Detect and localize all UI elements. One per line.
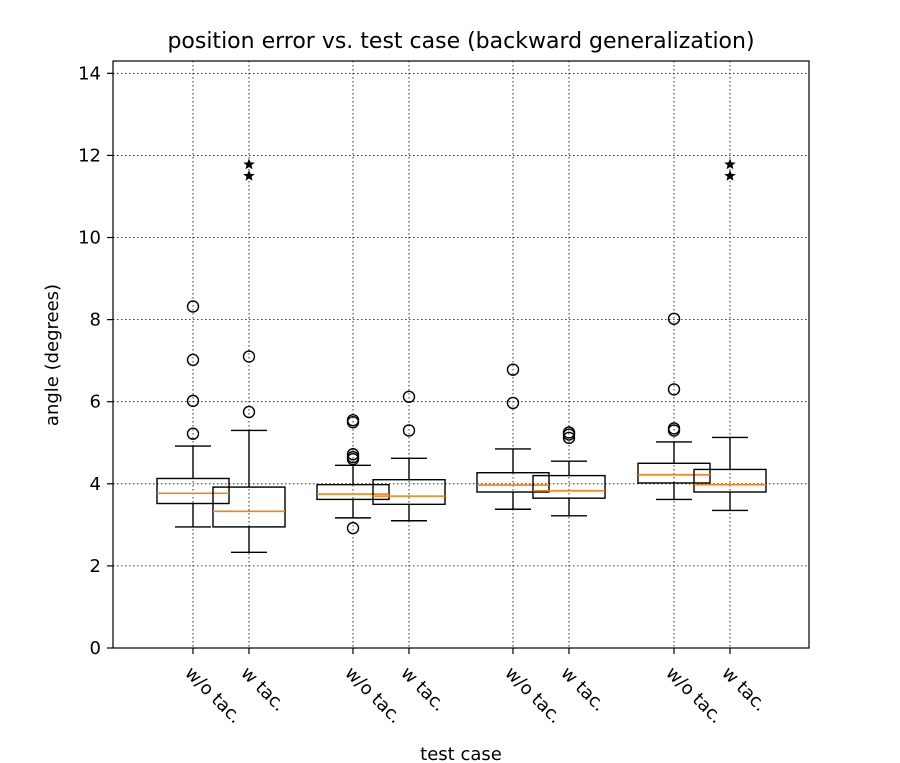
outlier-point — [667, 422, 681, 435]
star-marker — [724, 158, 736, 170]
box-group — [316, 413, 390, 535]
x-tick-label: w/o tac. — [340, 663, 405, 728]
outlier-point — [402, 390, 416, 403]
box-iqr — [372, 478, 446, 506]
x-tick-label: w/o tac. — [500, 663, 565, 728]
x-tick-label: w tac. — [236, 663, 289, 716]
outlier-point — [186, 427, 200, 440]
box-group — [532, 426, 606, 517]
x-tick-label: w/o tac. — [661, 663, 726, 728]
outlier-point — [562, 426, 576, 439]
plot-frame — [112, 60, 810, 649]
outlier-point — [402, 424, 416, 437]
outlier-point — [562, 431, 576, 445]
x-axis-label: test case — [420, 744, 502, 763]
box-group — [156, 300, 230, 528]
outlier-point — [242, 350, 256, 363]
y-tick-label: 4 — [90, 474, 101, 495]
box-iqr — [156, 477, 230, 505]
outlier-point — [186, 353, 200, 367]
outlier-point — [186, 394, 200, 408]
outlier-point — [242, 405, 256, 419]
y-tick-label: 2 — [90, 556, 101, 577]
box-iqr — [476, 472, 550, 493]
y-tick-label: 14 — [78, 63, 101, 84]
box-group — [372, 390, 446, 522]
y-tick-label: 10 — [78, 228, 101, 249]
x-tick-label: w tac. — [556, 663, 609, 716]
box-iqr — [212, 486, 286, 528]
outlier-point — [186, 300, 200, 313]
box-iqr — [316, 483, 390, 501]
star-marker — [243, 169, 255, 181]
box-iqr — [693, 468, 767, 493]
outlier-point — [506, 396, 520, 410]
outlier-point — [346, 413, 360, 427]
x-tick-label: w/o tac. — [180, 663, 245, 728]
box-iqr — [637, 462, 711, 484]
box-group — [637, 312, 711, 501]
x-axis: w/o tac.w tac. w/o tac.w tac. w/o tac.w ta… — [180, 648, 771, 728]
y-tick-label: 8 — [90, 310, 101, 331]
outlier-point — [667, 383, 681, 396]
outlier-point — [667, 312, 681, 325]
outlier-point — [346, 521, 360, 535]
y-tick-label: 6 — [90, 392, 101, 413]
box-group — [693, 436, 767, 512]
box-group — [476, 363, 550, 510]
y-axis: 0 2 4 6 8 10 12 14 — [78, 63, 113, 659]
star-marker — [243, 158, 255, 170]
x-tick-label: w tac. — [396, 663, 449, 716]
x-tick-label: w tac. — [717, 663, 770, 716]
y-tick-label: 12 — [78, 145, 101, 166]
box-group — [212, 350, 286, 554]
grid-layer — [113, 61, 809, 649]
outlier-point — [346, 450, 360, 464]
box-layer — [156, 158, 767, 554]
chart-title: position error vs. test case (backward g… — [167, 29, 754, 54]
y-tick-label: 0 — [90, 638, 101, 659]
y-axis-label: angle (degrees) — [42, 284, 63, 426]
outlier-point — [346, 448, 360, 461]
box-iqr — [532, 474, 606, 499]
star-marker — [724, 169, 736, 181]
outlier-point — [506, 363, 520, 376]
